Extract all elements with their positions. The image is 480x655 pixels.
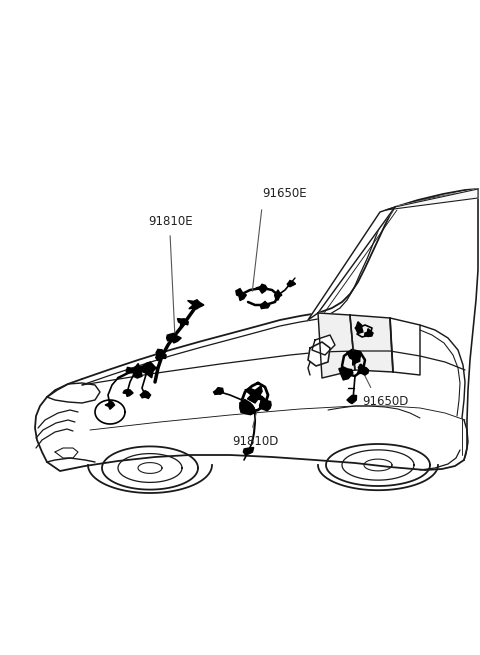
Polygon shape xyxy=(260,301,270,309)
Polygon shape xyxy=(386,189,478,210)
Polygon shape xyxy=(240,400,255,415)
Polygon shape xyxy=(178,318,188,329)
Polygon shape xyxy=(138,362,156,378)
Polygon shape xyxy=(308,207,395,320)
Polygon shape xyxy=(318,313,355,378)
Polygon shape xyxy=(156,349,166,361)
Polygon shape xyxy=(347,396,357,403)
Polygon shape xyxy=(256,284,267,293)
Polygon shape xyxy=(260,396,271,411)
Polygon shape xyxy=(214,388,223,394)
Polygon shape xyxy=(365,329,373,337)
Text: 91810E: 91810E xyxy=(148,215,192,228)
Polygon shape xyxy=(140,390,151,398)
Polygon shape xyxy=(188,300,204,309)
Polygon shape xyxy=(275,290,282,300)
Polygon shape xyxy=(245,386,265,403)
Polygon shape xyxy=(312,335,335,355)
Text: 91810D: 91810D xyxy=(232,435,278,448)
Polygon shape xyxy=(357,364,369,375)
Text: 91650D: 91650D xyxy=(362,395,408,408)
Polygon shape xyxy=(350,315,393,372)
Polygon shape xyxy=(105,401,115,409)
Polygon shape xyxy=(236,289,246,301)
Polygon shape xyxy=(308,342,330,366)
Polygon shape xyxy=(126,364,142,378)
Polygon shape xyxy=(167,333,181,343)
Polygon shape xyxy=(355,322,363,333)
Polygon shape xyxy=(123,390,133,396)
Polygon shape xyxy=(243,447,253,455)
Text: 91650E: 91650E xyxy=(262,187,307,200)
Polygon shape xyxy=(339,367,353,380)
Polygon shape xyxy=(347,351,361,365)
Polygon shape xyxy=(288,280,296,287)
